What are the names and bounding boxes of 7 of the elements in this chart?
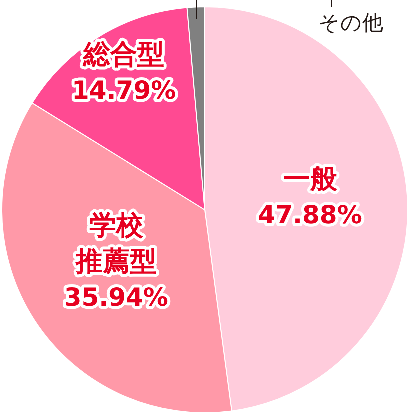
slice-label: 総合型 [82,39,165,70]
slice-label: その他 [318,11,384,35]
data-label: 47.88% [258,200,362,230]
data-label: 14.79% [72,76,176,106]
slice-label: 一般 [283,163,338,194]
data-label: 35.94% [64,282,168,312]
slice-label: 学校推薦型 [74,210,157,277]
